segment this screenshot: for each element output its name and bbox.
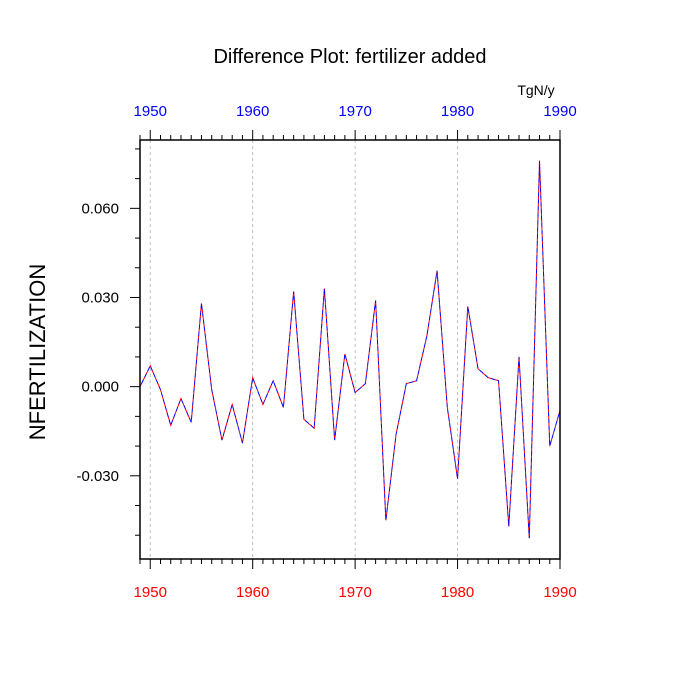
y-tick-label-2: 0.030 [81,289,119,306]
top-x-tick-label-1970: 1970 [338,103,371,120]
series-lines [139,160,561,539]
units-label: TgN/y [517,82,554,98]
plot-frame [139,139,561,560]
axes [139,139,561,560]
y-tick-label-1: 0.000 [81,379,119,396]
grid-lines [149,140,458,559]
axis-ticks [130,130,561,569]
top-x-tick-label-1960: 1960 [236,103,269,120]
bottom-x-tick-label-1990: 1990 [543,584,576,601]
y-tick-label-0: -0.030 [76,468,119,485]
bottom-x-tick-label-1950: 1950 [134,584,167,601]
top-x-tick-label-1950: 1950 [134,103,167,120]
y-tick-label-3: 0.060 [81,200,119,217]
tick-labels: 1950 1950 1960 1960 1970 1970 1980 1980 1990 1990… [76,103,576,601]
top-x-tick-label-1980: 1980 [441,103,474,120]
top-x-tick-label-1990: 1990 [543,103,576,120]
bottom-x-tick-label-1980: 1980 [441,584,474,601]
bottom-x-tick-label-1970: 1970 [338,584,371,601]
chart-title: Difference Plot: fertilizer added [213,46,486,68]
y-axis-label: NFERTILIZATION [25,264,50,440]
series-line-red-0 [139,160,561,539]
series-line-blue-0 [139,160,561,539]
bottom-x-tick-label-1960: 1960 [236,584,269,601]
